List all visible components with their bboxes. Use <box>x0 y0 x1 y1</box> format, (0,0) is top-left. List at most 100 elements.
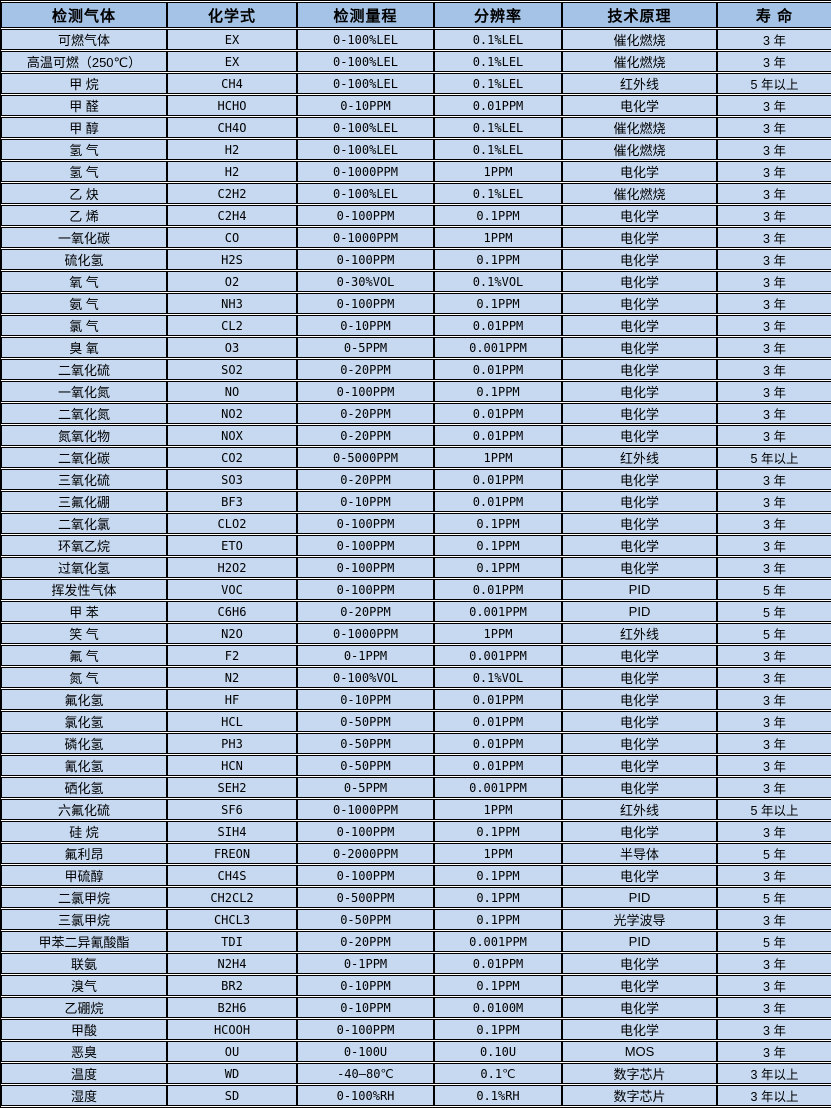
cell-lifespan: 5 年 <box>717 843 831 864</box>
cell-resolution: 1PPM <box>434 227 562 248</box>
cell-technical-principle: PID <box>562 579 717 600</box>
header-chemical-formula: 化学式 <box>167 2 297 28</box>
cell-chemical-formula: CLO2 <box>167 513 297 534</box>
table-row: 甲 醛 HCHO 0-10PPM 0.01PPM 电化学 3 年 <box>1 95 831 116</box>
cell-detection-range: -40—80℃ <box>297 1063 434 1084</box>
table-row: 氟 气 F2 0-1PPM 0.001PPM 电化学 3 年 <box>1 645 831 666</box>
cell-technical-principle: 电化学 <box>562 205 717 226</box>
table-row: 六氟化硫 SF6 0-1000PPM 1PPM 红外线 5 年以上 <box>1 799 831 820</box>
cell-resolution: 0.01PPM <box>434 755 562 776</box>
cell-gas-name: 溴气 <box>1 975 167 996</box>
cell-gas-name: 一氧化氮 <box>1 381 167 402</box>
cell-lifespan: 3 年 <box>717 469 831 490</box>
cell-gas-name: 氯 气 <box>1 315 167 336</box>
cell-detection-range: 0-100%LEL <box>297 51 434 72</box>
cell-gas-name: 三氧化硫 <box>1 469 167 490</box>
cell-lifespan: 3 年 <box>717 755 831 776</box>
cell-lifespan: 5 年 <box>717 623 831 644</box>
cell-lifespan: 3 年 <box>717 909 831 930</box>
cell-resolution: 0.001PPM <box>434 777 562 798</box>
cell-detection-range: 0-100PPM <box>297 865 434 886</box>
cell-lifespan: 3 年 <box>717 975 831 996</box>
cell-lifespan: 3 年 <box>717 315 831 336</box>
cell-lifespan: 3 年 <box>717 711 831 732</box>
cell-detection-range: 0-100PPM <box>297 821 434 842</box>
table-row: 臭 氧 O3 0-5PPM 0.001PPM 电化学 3 年 <box>1 337 831 358</box>
cell-chemical-formula: HCL <box>167 711 297 732</box>
cell-chemical-formula: SD <box>167 1085 297 1106</box>
cell-lifespan: 3 年 <box>717 249 831 270</box>
cell-technical-principle: 电化学 <box>562 337 717 358</box>
table-row: 氰化氢 HCN 0-50PPM 0.01PPM 电化学 3 年 <box>1 755 831 776</box>
cell-detection-range: 0-100PPM <box>297 205 434 226</box>
cell-gas-name: 氨 气 <box>1 293 167 314</box>
cell-chemical-formula: OU <box>167 1041 297 1062</box>
table-row: 硒化氢 SEH2 0-5PPM 0.001PPM 电化学 3 年 <box>1 777 831 798</box>
cell-resolution: 0.1%LEL <box>434 139 562 160</box>
cell-gas-name: 氮氧化物 <box>1 425 167 446</box>
table-row: 乙 烯 C2H4 0-100PPM 0.1PPM 电化学 3 年 <box>1 205 831 226</box>
cell-lifespan: 3 年 <box>717 1041 831 1062</box>
cell-technical-principle: 电化学 <box>562 381 717 402</box>
cell-lifespan: 5 年以上 <box>717 799 831 820</box>
cell-technical-principle: 红外线 <box>562 447 717 468</box>
cell-lifespan: 3 年 <box>717 1019 831 1040</box>
cell-resolution: 0.1%LEL <box>434 117 562 138</box>
cell-gas-name: 氢 气 <box>1 161 167 182</box>
cell-technical-principle: 半导体 <box>562 843 717 864</box>
cell-chemical-formula: VOC <box>167 579 297 600</box>
cell-detection-range: 0-100PPM <box>297 535 434 556</box>
cell-lifespan: 5 年以上 <box>717 73 831 94</box>
cell-lifespan: 3 年 <box>717 227 831 248</box>
cell-chemical-formula: TDI <box>167 931 297 952</box>
cell-chemical-formula: CHCL3 <box>167 909 297 930</box>
cell-gas-name: 恶臭 <box>1 1041 167 1062</box>
cell-lifespan: 3 年 <box>717 557 831 578</box>
cell-gas-name: 磷化氢 <box>1 733 167 754</box>
cell-technical-principle: MOS <box>562 1041 717 1062</box>
cell-detection-range: 0-1PPM <box>297 645 434 666</box>
cell-resolution: 0.1PPM <box>434 975 562 996</box>
cell-technical-principle: 电化学 <box>562 227 717 248</box>
cell-chemical-formula: N2H4 <box>167 953 297 974</box>
cell-technical-principle: PID <box>562 887 717 908</box>
cell-chemical-formula: N2O <box>167 623 297 644</box>
cell-technical-principle: 电化学 <box>562 513 717 534</box>
table-row: 氢 气 H2 0-100%LEL 0.1%LEL 催化燃烧 3 年 <box>1 139 831 160</box>
cell-detection-range: 0-20PPM <box>297 931 434 952</box>
cell-detection-range: 0-100%RH <box>297 1085 434 1106</box>
cell-detection-range: 0-100%LEL <box>297 29 434 50</box>
cell-detection-range: 0-30%VOL <box>297 271 434 292</box>
cell-gas-name: 臭 氧 <box>1 337 167 358</box>
cell-detection-range: 0-10PPM <box>297 997 434 1018</box>
cell-gas-name: 氰化氢 <box>1 755 167 776</box>
cell-chemical-formula: CO <box>167 227 297 248</box>
cell-resolution: 0.1PPM <box>434 381 562 402</box>
cell-chemical-formula: ETO <box>167 535 297 556</box>
cell-resolution: 0.01PPM <box>434 469 562 490</box>
cell-gas-name: 甲苯二异氰酸酯 <box>1 931 167 952</box>
cell-chemical-formula: SO2 <box>167 359 297 380</box>
cell-resolution: 0.1PPM <box>434 865 562 886</box>
cell-detection-range: 0-1000PPM <box>297 799 434 820</box>
cell-resolution: 0.1PPM <box>434 513 562 534</box>
cell-gas-name: 硫化氢 <box>1 249 167 270</box>
cell-detection-range: 0-100PPM <box>297 557 434 578</box>
cell-chemical-formula: CH2CL2 <box>167 887 297 908</box>
cell-resolution: 0.01PPM <box>434 491 562 512</box>
cell-lifespan: 3 年 <box>717 51 831 72</box>
cell-resolution: 0.001PPM <box>434 601 562 622</box>
cell-resolution: 0.10U <box>434 1041 562 1062</box>
table-row: 高温可燃（250℃） EX 0-100%LEL 0.1%LEL 催化燃烧 3 年 <box>1 51 831 72</box>
table-row: 三氟化硼 BF3 0-10PPM 0.01PPM 电化学 3 年 <box>1 491 831 512</box>
cell-gas-name: 甲硫醇 <box>1 865 167 886</box>
cell-technical-principle: 光学波导 <box>562 909 717 930</box>
cell-chemical-formula: HCOOH <box>167 1019 297 1040</box>
cell-technical-principle: 电化学 <box>562 645 717 666</box>
cell-chemical-formula: CL2 <box>167 315 297 336</box>
cell-chemical-formula: EX <box>167 51 297 72</box>
cell-chemical-formula: O3 <box>167 337 297 358</box>
cell-lifespan: 3 年 <box>717 535 831 556</box>
cell-chemical-formula: CH4O <box>167 117 297 138</box>
cell-detection-range: 0-20PPM <box>297 469 434 490</box>
